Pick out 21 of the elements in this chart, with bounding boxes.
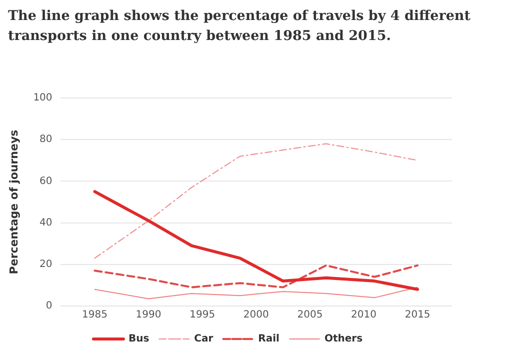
line-series (94, 264, 419, 288)
chart-title: The line graph shows the percentage of travels by 4 different transports in one country between 1985 and 2015. (8, 7, 472, 46)
y-tick-label: 40 (40, 217, 52, 228)
y-tick-label: 100 (33, 92, 52, 104)
x-tick-label: 2000 (243, 310, 269, 321)
y-tick-label: 0 (46, 300, 52, 312)
legend-label: Others (324, 334, 363, 345)
x-tick-label: 2010 (351, 310, 376, 321)
y-tick-label: 20 (40, 258, 52, 270)
legend-label: Bus (128, 334, 150, 345)
legend-label: Rail (258, 334, 280, 345)
x-tick-label: 1985 (82, 310, 108, 321)
y-tick-label: 80 (40, 134, 52, 146)
x-tick-label: 2005 (297, 310, 323, 321)
line-series (94, 143, 418, 259)
x-tick-label: 2015 (404, 310, 430, 321)
x-tick-label: 1990 (136, 310, 162, 321)
x-tick-label: 1995 (190, 310, 216, 321)
legend-label: Car (194, 334, 214, 345)
y-tick-label: 60 (40, 176, 52, 187)
y-axis-title: Percentage of journeys (7, 129, 20, 274)
